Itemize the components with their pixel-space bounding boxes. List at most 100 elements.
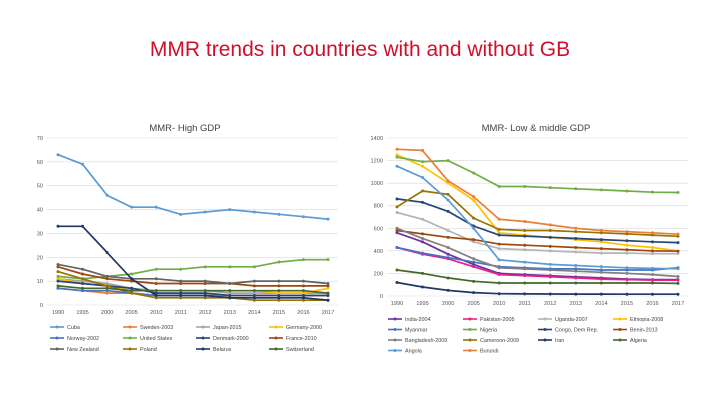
series-line [396,156,679,194]
x-tick-label: 1990 [52,310,64,316]
legend-marker [55,325,59,329]
y-tick-label: 30 [37,231,43,237]
legend-marker [618,317,622,321]
data-point [105,291,109,295]
slide-title: MMR trends in countries with and without… [149,38,571,61]
data-point [203,265,207,269]
data-point [676,281,680,285]
y-tick-label: 10 [37,279,43,285]
y-tick-label: 70 [37,136,43,142]
data-point [625,278,629,282]
data-point [179,282,183,286]
data-point [548,244,552,248]
data-point [574,236,578,240]
legend-marker [128,347,132,351]
x-tick-label: 2000 [442,301,454,307]
series-line [396,190,679,238]
data-point [56,279,60,283]
data-point [446,159,450,163]
data-point [395,210,399,214]
series-line [57,270,328,302]
legend-label: Benin-2013 [630,328,658,334]
legend-marker [543,328,547,331]
legend-label: Norway-2002 [67,336,99,342]
data-point [523,220,527,224]
data-point [625,292,629,296]
data-point [56,284,60,288]
data-point [395,231,399,235]
series-line [396,148,679,236]
data-point [676,234,680,238]
legend-label: Poland [140,347,157,353]
series-line [57,265,328,287]
data-point [105,289,109,293]
legend-marker [201,347,205,351]
data-point [228,282,232,286]
x-tick-label: 1995 [76,310,88,316]
data-point [599,292,603,296]
data-point [446,288,450,292]
data-point [395,153,399,157]
data-point [395,155,399,159]
data-point [497,217,501,221]
data-point [650,281,654,285]
series-line [396,211,678,255]
data-point [203,289,207,293]
data-point [599,188,603,192]
data-point [277,296,281,300]
data-point [625,239,629,243]
x-tick-label: 2000 [101,310,113,316]
data-point [56,265,60,269]
legend-marker [128,336,132,340]
data-point [395,280,399,284]
data-point [154,296,158,300]
series-line [396,165,679,270]
legend-marker [393,328,397,331]
data-point [523,267,527,271]
data-point [421,285,425,289]
data-point [56,270,60,274]
legend-label: Ethiopia-2008 [630,317,663,323]
data-point [472,195,476,199]
data-point [179,279,183,283]
data-point [497,292,501,296]
data-point [472,240,476,244]
data-point [497,231,501,235]
data-point [523,260,527,264]
data-point [548,292,552,296]
data-point [277,289,281,293]
y-tick-label: 400 [374,249,383,255]
data-point [625,271,629,275]
data-point [625,232,629,236]
legend-marker [201,325,205,329]
data-point [301,298,305,302]
data-point [599,240,603,244]
legend-label: Sweden-2003 [140,325,173,331]
data-point [497,233,501,237]
data-point [81,267,85,271]
data-point [105,193,109,197]
legend-label: India-2004 [405,317,430,323]
legend-label: Congo, Dem Rep. [555,328,598,334]
data-point [548,186,552,190]
data-point [523,234,527,238]
data-point [81,162,85,166]
x-tick-label: 2017 [672,301,684,307]
data-point [446,256,450,260]
data-point [154,205,158,209]
legend-marker [618,338,622,342]
data-point [599,265,603,269]
legend-label: Japan-2015 [213,325,241,331]
data-point [446,235,450,239]
data-point [497,185,501,189]
x-tick-label: 1995 [416,301,428,307]
data-point [574,245,578,249]
x-tick-label: 2013 [224,310,236,316]
series-line [57,258,328,280]
data-point [574,230,578,234]
data-point [421,232,425,236]
data-point [548,262,552,266]
data-point [105,284,109,288]
data-point [472,279,476,283]
data-point [326,293,330,297]
